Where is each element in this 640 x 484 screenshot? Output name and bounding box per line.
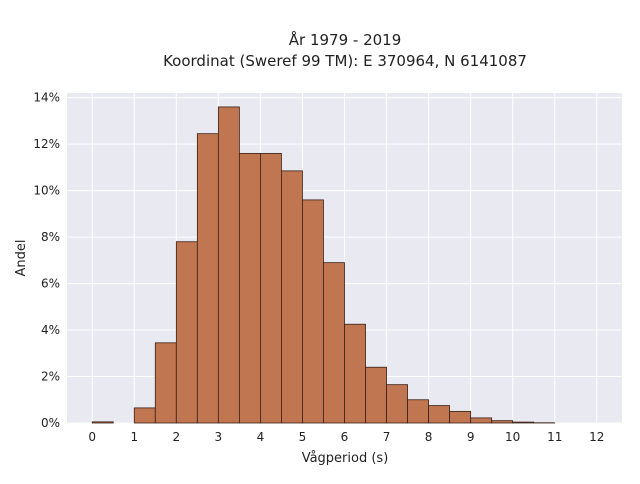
histogram-bar: [471, 418, 492, 423]
histogram-bar: [513, 422, 534, 423]
histogram-bar: [429, 406, 450, 423]
histogram-bar: [281, 171, 302, 423]
histogram-bar: [134, 408, 155, 423]
x-tick-label: 7: [383, 430, 391, 444]
histogram-bar: [92, 422, 113, 423]
y-tick-label: 2%: [41, 370, 60, 384]
chart-title-line-1: År 1979 - 2019: [289, 30, 402, 49]
x-tick-label: 2: [172, 430, 180, 444]
chart-title-line-2: Koordinat (Sweref 99 TM): E 370964, N 61…: [163, 52, 527, 70]
histogram-bar: [155, 343, 176, 423]
y-tick-label: 6%: [41, 277, 60, 291]
y-tick-label: 10%: [33, 184, 60, 198]
y-tick-label: 14%: [33, 91, 60, 105]
x-tick-label: 6: [341, 430, 349, 444]
y-tick-label: 0%: [41, 416, 60, 430]
y-tick-label: 12%: [33, 137, 60, 151]
x-tick-label: 1: [130, 430, 138, 444]
x-tick-label: 10: [505, 430, 520, 444]
x-tick-label: 5: [299, 430, 307, 444]
y-tick-label: 4%: [41, 323, 60, 337]
x-tick-label: 3: [215, 430, 223, 444]
y-tick-labels: 0% 2% 4% 6% 8% 10% 12% 14%: [33, 91, 60, 430]
histogram-bar: [387, 385, 408, 423]
histogram-bar: [366, 367, 387, 423]
x-tick-label: 0: [88, 430, 96, 444]
histogram-bar: [345, 324, 366, 423]
x-tick-label: 12: [589, 430, 604, 444]
histogram-bar: [260, 153, 281, 423]
histogram-bar: [302, 200, 323, 423]
histogram-bar: [239, 153, 260, 423]
x-tick-label: 4: [257, 430, 265, 444]
x-tick-label: 11: [547, 430, 562, 444]
histogram-bar: [492, 421, 513, 423]
histogram-bar: [197, 134, 218, 423]
y-tick-label: 8%: [41, 230, 60, 244]
histogram-bar: [218, 107, 239, 423]
y-axis-label: Andel: [14, 240, 29, 277]
histogram-bar: [176, 242, 197, 423]
histogram-bar: [450, 411, 471, 423]
histogram-bar: [323, 263, 344, 423]
x-tick-label: 8: [425, 430, 433, 444]
histogram-bar: [408, 400, 429, 423]
x-axis-label: Vågperiod (s): [302, 451, 389, 466]
x-tick-label: 9: [467, 430, 475, 444]
